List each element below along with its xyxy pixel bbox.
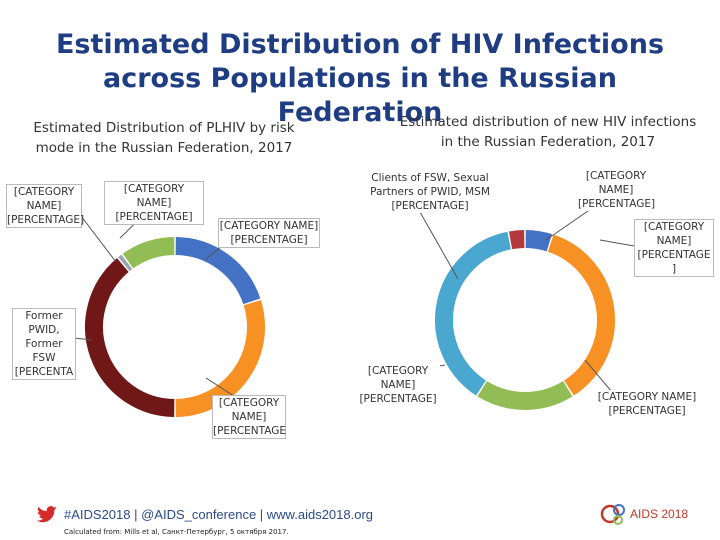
- aids2018-logo-icon: [600, 504, 625, 525]
- chart1-segment-blue: [175, 237, 261, 305]
- chart1-label-blue: [CATEGORY NAME] [PERCENTAGE]: [218, 218, 320, 248]
- leader-line: [204, 245, 223, 261]
- chart2-label-blue: [CATEGORY NAME] [PERCENTAGE ]: [634, 219, 714, 277]
- aids2018-logo-text: AIDS 2018: [630, 507, 689, 521]
- chart2-title: Estimated distribution of new HIV infect…: [399, 114, 697, 150]
- chart1-label-gray: [CATEGORY NAME] [PERCENTAGE]: [6, 184, 85, 228]
- chart1-segment-green: [122, 237, 175, 269]
- chart2-segment-teal: [434, 231, 512, 396]
- chart1-label-orange: [CATEGORY NAME] [PERCENTAGE: [212, 395, 287, 439]
- leader-line: [205, 377, 238, 399]
- chart2-segment-orange: [547, 234, 615, 396]
- chart1-title: Estimated Distribution of PLHIV by risk …: [33, 120, 295, 156]
- chart1-segment-orange: [175, 299, 265, 417]
- chart2-label-red: [CATEGORY NAME] [PERCENTAGE]: [578, 169, 656, 211]
- chart1-label-green: [CATEGORY NAME] [PERCENTAGE]: [104, 181, 204, 225]
- leader-line: [419, 211, 459, 280]
- chart2-label-orange: [CATEGORY NAME] [PERCENTAGE]: [592, 390, 702, 418]
- footer-hashtags: #AIDS2018 | @AIDS_conference | www.aids2…: [64, 507, 374, 522]
- chart2-segment-red: [508, 230, 525, 250]
- chart2-segment-green: [477, 380, 573, 410]
- chart2-label-teal: Clients of FSW, Sexual Partners of PWID,…: [368, 171, 492, 213]
- leader-line: [599, 239, 635, 247]
- twitter-icon: [36, 506, 57, 523]
- leader-line: [77, 211, 117, 263]
- page-title: Estimated Distribution of HIV Infections…: [55, 29, 665, 128]
- chart1-segment-gray: [118, 254, 133, 272]
- leader-line: [545, 210, 589, 241]
- chart1-label-maroon: Former PWID, Former FSW [PERCENTA: [12, 308, 76, 380]
- chart2-segment-blue: [525, 230, 553, 252]
- leader-line: [73, 337, 93, 341]
- chart2-label-green: [CATEGORY NAME] [PERCENTAGE]: [356, 364, 440, 406]
- calculation-source: Calculated from: Mills et al, Санкт-Пете…: [64, 528, 289, 536]
- leader-line: [584, 359, 613, 393]
- chart1-segment-maroon: [85, 258, 175, 417]
